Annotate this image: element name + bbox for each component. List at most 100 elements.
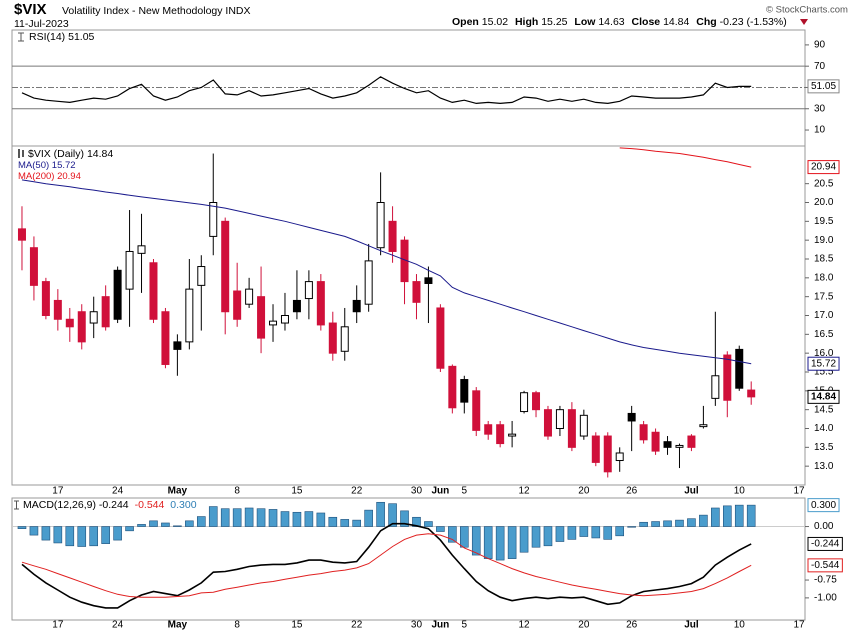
histogram-bar (459, 526, 469, 548)
ma50-legend: MA(50) 15.72 (18, 160, 76, 171)
candle-body (699, 424, 708, 428)
value-box-frame (807, 498, 840, 513)
candle-body (113, 269, 122, 320)
y-tick-label: 14.0 (814, 423, 834, 434)
value-box-frame (807, 389, 840, 404)
histogram-bar (388, 503, 397, 527)
histogram-bar (687, 518, 696, 527)
value-box: 51.05 (807, 79, 840, 94)
value-box-frame (807, 558, 843, 573)
price-name: $VIX (Daily) (28, 148, 84, 160)
y-tick-label: 19.0 (814, 235, 834, 246)
candle-body (687, 435, 696, 448)
candle-body (591, 435, 600, 463)
candle-body (221, 220, 230, 313)
close-value: 14.84 (663, 16, 689, 28)
histogram-bar (53, 526, 63, 544)
candle-body (579, 414, 588, 437)
histogram-bar (256, 508, 266, 527)
low-label: Low (574, 16, 596, 28)
y-tick-label: 18.5 (814, 254, 834, 265)
histogram-bar (125, 526, 134, 532)
x-tick-label: Jul (684, 620, 699, 631)
histogram-bar (268, 509, 278, 527)
candle-body (233, 290, 242, 320)
x-tick-label: 17 (52, 620, 64, 631)
x-tick-label: 24 (112, 486, 124, 497)
candle-body (77, 311, 86, 343)
histogram-bar (352, 519, 362, 527)
candle-body (532, 392, 541, 411)
x-tick-label: 5 (462, 486, 468, 497)
open-label: Open (452, 16, 479, 28)
histogram-bar (185, 520, 194, 527)
candle-body (424, 277, 433, 284)
histogram-bar (722, 505, 732, 527)
security-name: Volatility Index - New Methodology INDX (62, 5, 251, 17)
candle-body (29, 247, 38, 286)
rsi-legend: RSI(14) 51.05 (29, 31, 95, 43)
ma200-legend: MA(200) 20.94 (18, 171, 81, 182)
candle-body (567, 409, 576, 448)
histogram-bar (651, 521, 660, 527)
macd-title: MACD(12,26,9) (23, 499, 96, 511)
x-tick-label: 10 (734, 620, 746, 631)
histogram-bar (292, 511, 302, 527)
x-tick-label: 26 (626, 486, 638, 497)
candle-body (627, 412, 636, 422)
histogram-bar (495, 526, 505, 561)
low-value: 14.63 (598, 16, 624, 28)
histogram-bar (603, 526, 613, 540)
histogram-bar (507, 526, 517, 559)
histogram-bar (280, 511, 290, 527)
histogram-bar (340, 519, 350, 527)
rsi-icon (18, 32, 24, 42)
candle-body (376, 202, 385, 249)
x-tick-label: Jun (431, 486, 449, 497)
histogram-bar (244, 507, 254, 527)
histogram-bar (41, 526, 51, 541)
line (21, 76, 752, 105)
x-tick-label: 15 (291, 620, 303, 631)
value-box: 15.72 (807, 356, 840, 371)
x-tick-label: May (168, 620, 188, 631)
value-box: -0.544 (807, 558, 843, 573)
y-tick-label: -1.00 (814, 593, 837, 604)
copyright: © StockCharts.com (766, 5, 848, 16)
value-box-label: 0.300 (811, 500, 836, 511)
candle-body (603, 435, 612, 473)
line (21, 522, 752, 609)
price-legend: $VIX (Daily) 14.84 (28, 148, 113, 160)
x-tick-label: 17 (793, 620, 805, 631)
high-value: 15.25 (541, 16, 567, 28)
histogram-bar (567, 526, 577, 540)
x-tick-label: Jul (684, 486, 699, 497)
candle-body (484, 424, 493, 435)
y-tick-label: 18.0 (814, 272, 834, 283)
value-box-frame (807, 79, 840, 94)
candle-body (197, 266, 206, 286)
candle-body (161, 311, 170, 365)
y-tick-label: 16.5 (814, 329, 834, 340)
candle-body (304, 281, 313, 300)
histogram-bar (400, 510, 409, 527)
chg-pct: (-1.53%) (746, 16, 786, 28)
y-tick-label: 15.5 (814, 367, 834, 378)
candle-body (543, 409, 552, 437)
histogram-bar (436, 526, 445, 532)
y-tick-label: 10 (814, 125, 826, 136)
histogram-bar (29, 526, 39, 536)
histogram-bar (113, 526, 122, 541)
histogram-bar (711, 507, 720, 527)
x-tick-label: 30 (411, 620, 423, 631)
histogram-bar (137, 524, 146, 527)
histogram-bar (483, 526, 493, 559)
x-tick-label: 15 (291, 486, 303, 497)
candle-body (460, 379, 469, 403)
candle-body (257, 296, 266, 339)
histogram-bar (208, 506, 218, 527)
y-tick-label: 14.5 (814, 404, 834, 415)
candle-body (328, 322, 337, 354)
histogram-bar (663, 520, 672, 527)
ma50-name: MA(50) (18, 160, 49, 171)
